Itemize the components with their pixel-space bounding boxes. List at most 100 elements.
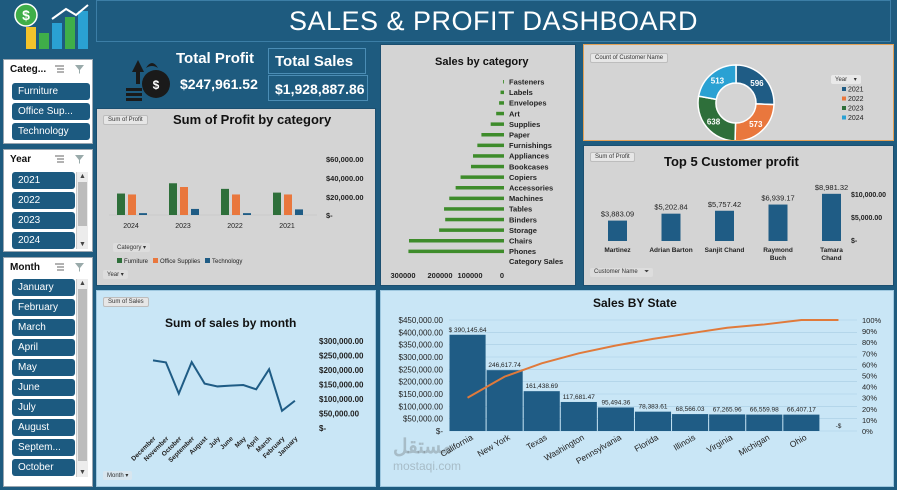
x-tick-label: 2022 (227, 223, 243, 230)
month-slicer-title: Month (10, 262, 40, 273)
x-tick-label: Virginia (705, 432, 735, 455)
slicer-item-august[interactable]: August (12, 419, 75, 436)
bar-technology-2022 (243, 213, 251, 215)
category-label: Binders (509, 215, 537, 224)
bar-binders (445, 217, 504, 222)
data-label: 246,617.74 (488, 362, 521, 369)
bar-technology-2023 (191, 208, 199, 215)
customer-count-panel: Count of Customer Name 596 573 638 513 2021 2… (583, 44, 894, 141)
legend-field-year[interactable]: Year ▾ (831, 75, 861, 84)
bar-technology-2021 (295, 209, 303, 215)
field-tag-sum-of-profit[interactable]: Sum of Profit (103, 115, 148, 125)
filter-icon[interactable]: ⏷ (644, 269, 650, 275)
field-button-year[interactable]: Year ▾ (103, 270, 128, 279)
legend-swatch (117, 258, 122, 263)
title-bar: SALES & PROFIT DASHBOARD (96, 0, 891, 42)
field-tag-sum-of-profit[interactable]: Sum of Profit (590, 152, 635, 162)
slicer-item-may[interactable]: May (12, 359, 75, 376)
bar-storage (439, 228, 504, 232)
x-tick-label: Buch (770, 255, 786, 262)
multi-select-icon[interactable] (54, 64, 65, 75)
money-bag-icon: $ (126, 60, 170, 101)
data-label: $5,202.84 (654, 203, 687, 212)
slicer-item-june[interactable]: June (12, 379, 75, 396)
bar-furniture-2022 (221, 188, 229, 215)
customer-count-donut-chart: 596 573 638 513 2021 2022 2023 2024 (697, 64, 864, 140)
chart-money-icon: $ (14, 3, 89, 49)
slicer-item-october[interactable]: October (12, 459, 75, 476)
year-slicer-title: Year (10, 154, 32, 165)
total-sales-box: Total Sales (268, 48, 366, 74)
legend-swatch (842, 87, 846, 91)
slicer-item-2021[interactable]: 2021 (12, 172, 75, 189)
sales-by-month-chart: DecemberNovemberOctoberSeptemberAugustJu… (130, 337, 364, 464)
bar-tamara-chand (822, 193, 841, 241)
y2-tick-label: 60% (862, 360, 877, 369)
bar-raymond-buch (768, 204, 788, 241)
data-label: 161,438.69 (525, 383, 558, 390)
bar-virginia (709, 414, 746, 431)
slicer-item-2022[interactable]: 2022 (12, 192, 75, 209)
slicer-item-technology[interactable]: Technology (12, 123, 90, 140)
category-label: Chairs (509, 237, 532, 246)
top5-customer-panel: Sum of Profit Top 5 Customer profit $3,8… (583, 145, 894, 286)
y2-tick-label: 30% (862, 394, 877, 403)
month-slicer-scrollbar[interactable]: ▲ ▼ (76, 279, 88, 477)
chart-title: Sum of sales by month (165, 316, 297, 330)
category-label: Appliances (509, 152, 549, 161)
field-tag-count-of-customer-name[interactable]: Count of Customer Name (590, 53, 669, 63)
field-button-customer-name[interactable]: Customer Name ⏷ (590, 268, 654, 277)
y2-tick-label: 20% (862, 405, 877, 414)
data-label: 513 (711, 77, 725, 86)
bar-furniture-2021 (273, 192, 281, 215)
bar-illinois (672, 414, 709, 431)
x-tick-label: Illinois (672, 432, 697, 452)
slicer-item-september[interactable]: Septem... (12, 439, 75, 456)
category-slicer-title: Categ... (10, 64, 47, 75)
bar-accessories (455, 186, 504, 190)
slicer-item-july[interactable]: July (12, 399, 75, 416)
x-tick-label: Martinez (604, 247, 631, 254)
category-label: Fasteners (509, 78, 544, 87)
legend-label: 2024 (848, 115, 864, 122)
bar-copiers (460, 175, 504, 179)
watermark-text: mostaqi.com (393, 459, 462, 473)
clear-filter-icon[interactable] (74, 64, 85, 75)
y-tick-label: $250,000.00 (319, 352, 364, 361)
slicer-item-furniture[interactable]: Furniture (12, 83, 90, 100)
y-tick-label: $150,000.00 (319, 381, 364, 390)
bar-new-york (486, 370, 523, 431)
slicer-item-2023[interactable]: 2023 (12, 212, 75, 229)
field-button-category[interactable]: Category ▾ (113, 243, 151, 252)
donut-slice-2022 (734, 103, 775, 140)
slicer-item-march[interactable]: March (12, 319, 75, 336)
multi-select-icon[interactable] (54, 154, 65, 165)
field-button-month[interactable]: Month ▾ (103, 471, 133, 480)
data-label: $6,939.17 (761, 194, 794, 203)
bar-fasteners (503, 80, 504, 84)
legend-label: Office Supplies (160, 259, 200, 265)
slicer-item-office-supplies[interactable]: Office Sup... (12, 103, 90, 120)
y2-tick-label: 90% (862, 327, 877, 336)
clear-filter-icon[interactable] (74, 262, 85, 273)
profit-by-category-chart: 2024 2023 2022 2021 $60,000.00 $40,000.00 $20,… (109, 155, 364, 265)
y-tick-label: $- (326, 211, 333, 220)
slicer-item-february[interactable]: February (12, 299, 75, 316)
year-slicer-scrollbar[interactable]: ▲ ▼ (76, 172, 88, 249)
slicer-item-2024[interactable]: 2024 (12, 232, 75, 249)
field-tag-sum-of-sales[interactable]: Sum of Sales (103, 297, 149, 307)
y-tick-label: $20,000.00 (326, 193, 364, 202)
total-sales-value: $1,928,887.86 (275, 81, 365, 97)
slicer-item-april[interactable]: April (12, 339, 75, 356)
slicer-item-january[interactable]: January (12, 279, 75, 296)
chart-title: Sales by category (435, 56, 529, 68)
axis-title: Category Sales (509, 257, 563, 266)
category-label: Labels (509, 88, 533, 97)
x-tick-label: 100000 (457, 271, 482, 280)
multi-select-icon[interactable] (54, 262, 65, 273)
clear-filter-icon[interactable] (74, 154, 85, 165)
y-tick-label: $400,000.00 (399, 328, 444, 337)
legend-swatch (153, 258, 158, 263)
bar-tables (444, 207, 504, 211)
bar-labels (500, 90, 504, 95)
